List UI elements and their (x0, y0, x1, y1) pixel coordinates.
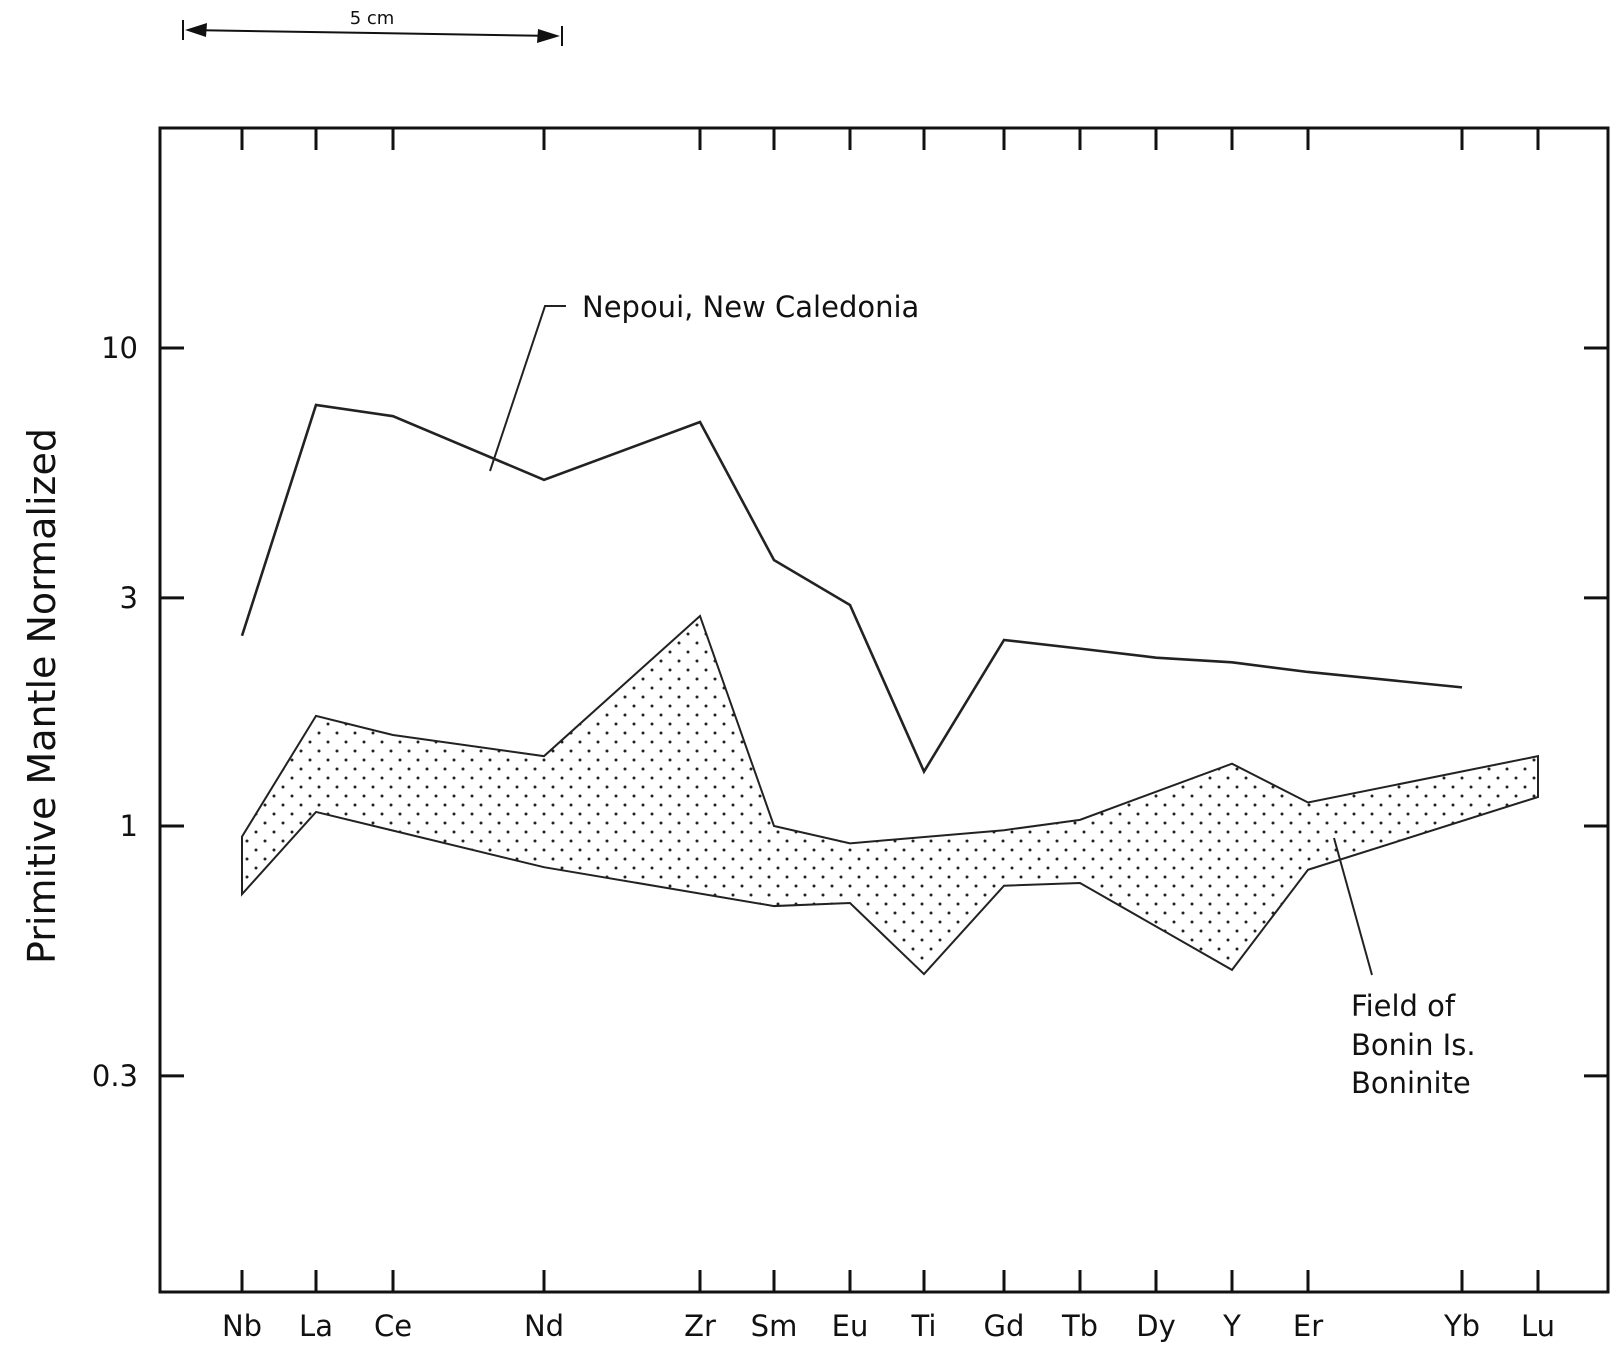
x-tick-label: Nb (222, 1309, 262, 1343)
x-tick-label: Ti (911, 1309, 937, 1343)
x-tick-label: Ce (374, 1309, 412, 1343)
y-tick-label: 0.3 (92, 1059, 138, 1093)
x-tick-label: Yb (1443, 1309, 1480, 1343)
annotation-boninite-field: Field of Bonin Is. Boninite (1333, 837, 1485, 1100)
nepoui-series (240, 403, 1463, 775)
annotation-field-line-2: Bonin Is. (1351, 1028, 1476, 1062)
x-tick-label: Lu (1521, 1309, 1555, 1343)
series-line (240, 403, 1463, 775)
x-tick-label: Eu (832, 1309, 869, 1343)
y-axis-title: Primitive Mantle Normalized (20, 428, 64, 964)
annotation-nepoui: Nepoui, New Caledonia (489, 290, 919, 472)
x-tick-label: Nd (524, 1309, 564, 1343)
y-tick-label: 1 (120, 809, 138, 843)
annotation-field-line-3: Boninite (1351, 1066, 1471, 1100)
x-tick-label: Er (1293, 1309, 1323, 1343)
x-tick-label: Zr (684, 1309, 716, 1343)
x-tick-label: Sm (751, 1309, 798, 1343)
scale-bar-label: 5 cm (350, 8, 395, 29)
x-tick-label: La (299, 1309, 333, 1343)
plot-frame (158, 126, 1610, 1294)
x-tick-label: Dy (1136, 1309, 1176, 1343)
scale-bar: 5 cm (182, 8, 563, 46)
annotation-nepoui-label: Nepoui, New Caledonia (582, 290, 919, 324)
y-tick-label: 3 (120, 581, 138, 615)
annotation-field-text: Field of Bonin Is. Boninite (1351, 989, 1485, 1100)
x-axis: Nb La Ce Nd Zr Sm Eu Ti Gd Tb Dy Y Er Yb Lu (222, 128, 1555, 1343)
annotation-field-line-1: Field of (1351, 989, 1456, 1023)
x-tick-label: Y (1222, 1309, 1241, 1343)
y-axis: 10 3 1 0.3 (92, 331, 1608, 1093)
x-tick-label: Gd (984, 1309, 1025, 1343)
x-tick-label: Tb (1061, 1309, 1098, 1343)
y-tick-label: 10 (101, 331, 138, 365)
boninite-field (241, 614, 1539, 976)
field-polygon (241, 614, 1539, 976)
plot-border (158, 126, 1610, 1294)
